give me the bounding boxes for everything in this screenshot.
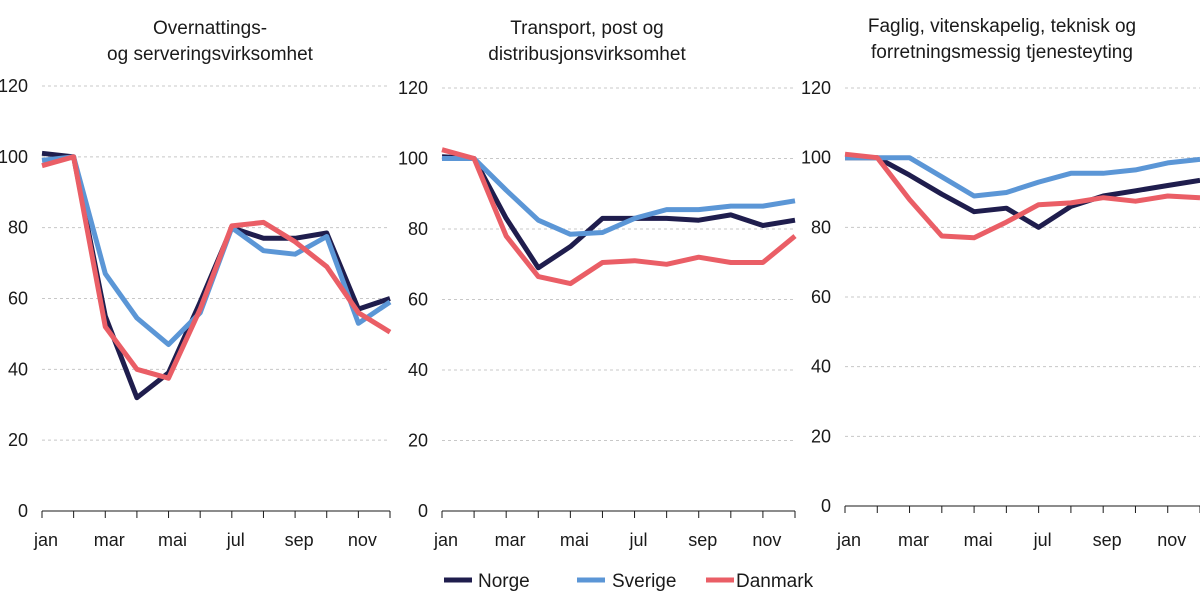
x-tick-label-mai: mai <box>964 530 993 550</box>
y-tick-label-20: 20 <box>811 426 831 446</box>
x-tick-label-sep: sep <box>688 530 717 550</box>
panel-3: Faglig, vitenskapelig, teknisk og forretn… <box>801 16 1200 550</box>
x-tick-label-sep: sep <box>1093 530 1122 550</box>
x-tick-label-jul: jul <box>226 530 245 550</box>
panel-3-title-line-1: Faglig, vitenskapelig, teknisk og <box>868 16 1136 37</box>
y-tick-label-100: 100 <box>398 149 428 169</box>
panel-2: Transport, post og distribusjonsvirksomhe… <box>398 18 797 550</box>
x-tick-label-mar: mar <box>94 530 125 550</box>
series-line-danmark <box>441 147 797 287</box>
x-tick-label-jan: jan <box>33 530 58 550</box>
series-line-danmark <box>844 151 1200 241</box>
x-tick-label-sep: sep <box>285 530 314 550</box>
series-line-sverige <box>442 156 796 237</box>
legend: Norge Sverige Danmark <box>444 571 814 592</box>
series-line-norge <box>845 155 1200 230</box>
y-tick-label-100: 100 <box>0 147 28 167</box>
y-tick-label-100: 100 <box>801 148 831 168</box>
legend-label-norge: Norge <box>478 571 530 592</box>
y-tick-label-40: 40 <box>408 360 428 380</box>
y-tick-label-0: 0 <box>18 501 28 521</box>
legend-label-sverige: Sverige <box>612 571 676 592</box>
x-tick-label-nov: nov <box>1157 530 1186 550</box>
y-tick-label-0: 0 <box>821 496 831 516</box>
y-tick-label-20: 20 <box>408 431 428 451</box>
panel-1: Overnattings-og serveringsvirksomhet 0 20 4… <box>0 18 392 550</box>
y-tick-label-120: 120 <box>0 76 28 96</box>
y-tick-label-0: 0 <box>418 501 428 521</box>
x-tick-label-mai: mai <box>158 530 187 550</box>
y-tick-label-80: 80 <box>8 218 28 238</box>
y-tick-label-20: 20 <box>8 430 28 450</box>
series-line-norge <box>441 154 796 271</box>
panel-2-title-line-1: Transport, post og <box>510 18 663 39</box>
y-tick-label-40: 40 <box>811 357 831 377</box>
x-tick-label-jul: jul <box>629 530 648 550</box>
x-tick-label-mai: mai <box>560 530 589 550</box>
panel-1-title-line-2: og serveringsvirksomhet <box>107 44 314 65</box>
x-tick-label-nov: nov <box>348 530 377 550</box>
y-tick-label-40: 40 <box>8 359 28 379</box>
x-tick-label-nov: nov <box>752 530 781 550</box>
y-tick-label-80: 80 <box>408 219 428 239</box>
panel-3-title-line-2: forretningsmessig tjenesteyting <box>871 42 1133 63</box>
y-tick-label-60: 60 <box>811 287 831 307</box>
series-line-sverige <box>845 155 1200 199</box>
y-tick-label-120: 120 <box>801 78 831 98</box>
x-tick-label-jan: jan <box>433 530 458 550</box>
x-tick-label-mar: mar <box>495 530 526 550</box>
x-tick-label-mar: mar <box>898 530 929 550</box>
series-line-danmark <box>41 154 392 381</box>
legend-label-danmark: Danmark <box>736 571 814 592</box>
y-tick-label-60: 60 <box>8 289 28 309</box>
panel-1-title-line-1: Overnattings- <box>153 18 267 39</box>
y-tick-label-60: 60 <box>408 290 428 310</box>
y-tick-label-120: 120 <box>398 78 428 98</box>
x-tick-label-jan: jan <box>836 530 861 550</box>
x-tick-label-jul: jul <box>1033 530 1052 550</box>
y-tick-label-80: 80 <box>811 217 831 237</box>
panel-2-title-line-2: distribusjonsvirksomhet <box>488 44 686 65</box>
